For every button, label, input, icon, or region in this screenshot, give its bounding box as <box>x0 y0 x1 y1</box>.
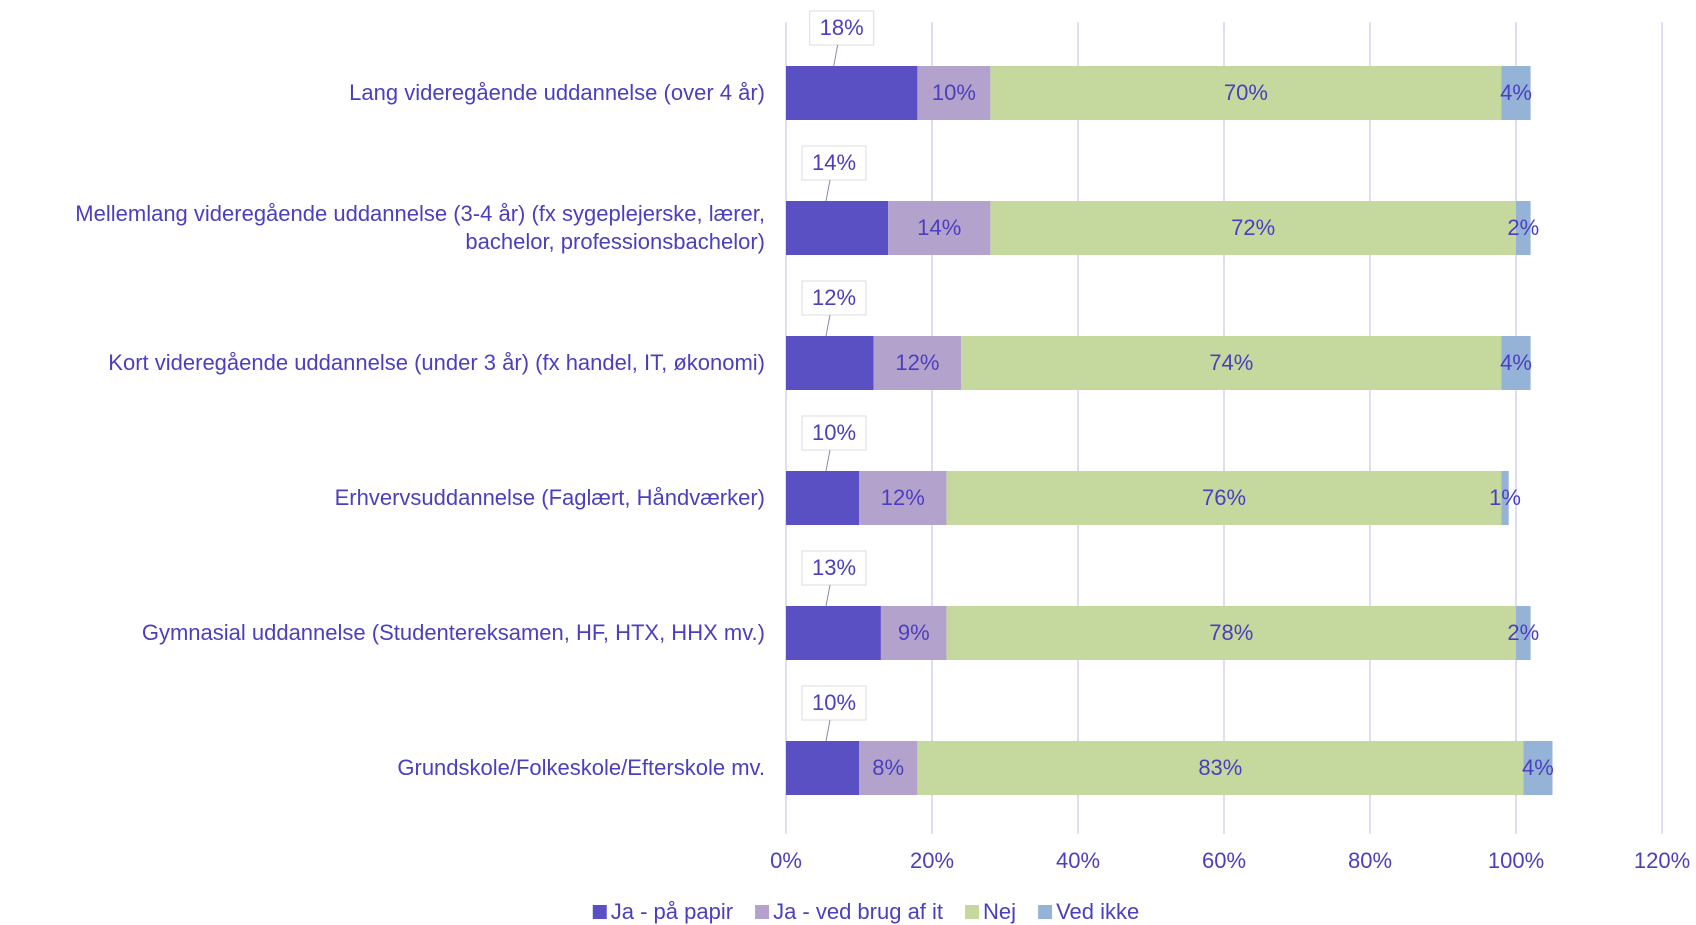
bar-segment <box>1501 471 1509 525</box>
x-tick-label: 0% <box>770 848 802 873</box>
data-label: 12% <box>895 350 939 375</box>
data-label: 1% <box>1489 485 1521 510</box>
callout: 13% <box>801 550 867 607</box>
legend-swatch <box>592 905 607 919</box>
data-label: 76% <box>1202 485 1246 510</box>
legend-swatch <box>1038 905 1053 919</box>
bar-segment <box>786 741 859 795</box>
data-label: 10% <box>812 420 856 445</box>
data-label: 8% <box>872 755 904 780</box>
data-label: 12% <box>881 485 925 510</box>
legend-label: Nej <box>983 899 1016 924</box>
data-label: 10% <box>812 690 856 715</box>
data-label: 18% <box>820 15 864 40</box>
bar-segment <box>1501 66 1531 120</box>
bar-segment <box>990 66 1502 120</box>
data-label: 4% <box>1500 350 1532 375</box>
bar-segment <box>888 201 991 255</box>
legend-label: Ja - ved brug af it <box>773 899 943 924</box>
bar-segment <box>880 606 947 660</box>
callout-box <box>801 550 867 586</box>
data-label: 78% <box>1209 620 1253 645</box>
legend-label: Ved ikke <box>1056 899 1139 924</box>
data-label: 14% <box>812 150 856 175</box>
x-tick-label: 120% <box>1634 848 1690 873</box>
x-tick-label: 40% <box>1056 848 1100 873</box>
x-tick-label: 80% <box>1348 848 1392 873</box>
bar-segment <box>917 66 991 120</box>
bar-segment <box>786 66 918 120</box>
bar-segment <box>786 336 874 390</box>
callout-box <box>801 145 867 181</box>
category-label: Grundskole/Folkeskole/Efterskole mv. <box>397 755 765 780</box>
leader-line <box>825 584 831 607</box>
bar-segment <box>1523 741 1553 795</box>
data-label: 2% <box>1507 620 1539 645</box>
callout-box <box>801 685 867 721</box>
bar-segment <box>859 471 947 525</box>
bar-segment <box>859 741 918 795</box>
data-label: 4% <box>1522 755 1554 780</box>
x-tick-label: 60% <box>1202 848 1246 873</box>
bar-segment <box>917 741 1524 795</box>
data-label: 9% <box>898 620 930 645</box>
callout: 18% <box>809 10 875 67</box>
leader-line <box>825 449 831 472</box>
callout: 14% <box>801 145 867 202</box>
bar-segment <box>961 336 1502 390</box>
callout: 12% <box>801 280 867 337</box>
data-label: 4% <box>1500 80 1532 105</box>
data-label: 10% <box>932 80 976 105</box>
data-label: 13% <box>812 555 856 580</box>
x-tick-label: 20% <box>910 848 954 873</box>
bar-segment <box>873 336 962 390</box>
callout-box <box>809 10 875 46</box>
category-label: Lang videregående uddannelse (over 4 år) <box>349 80 765 105</box>
bar-segment <box>786 471 859 525</box>
callout-box <box>801 280 867 316</box>
leader-line <box>833 44 839 67</box>
bar-segment <box>1516 201 1531 255</box>
callout: 10% <box>801 685 867 742</box>
callout: 10% <box>801 415 867 472</box>
callout-box <box>801 415 867 451</box>
bar-segment <box>1501 336 1531 390</box>
x-tick-label: 100% <box>1488 848 1544 873</box>
category-label: Erhvervsuddannelse (Faglært, Håndværker) <box>334 485 765 510</box>
legend-label: Ja - på papir <box>611 899 733 924</box>
leader-line <box>825 314 831 337</box>
bar-segment <box>946 471 1502 525</box>
category-label: Mellemlang videregående uddannelse (3-4 … <box>75 201 765 254</box>
data-label: 12% <box>812 285 856 310</box>
data-label: 72% <box>1231 215 1275 240</box>
data-label: 70% <box>1224 80 1268 105</box>
bar-segment <box>786 606 881 660</box>
data-label: 83% <box>1198 755 1242 780</box>
bar-segment <box>946 606 1516 660</box>
data-label: 2% <box>1507 215 1539 240</box>
bar-segment <box>1516 606 1531 660</box>
data-label: 14% <box>917 215 961 240</box>
data-label: 74% <box>1209 350 1253 375</box>
category-label: Gymnasial uddannelse (Studentereksamen, … <box>141 620 765 645</box>
leader-line <box>825 179 831 202</box>
leader-line <box>825 719 831 742</box>
bar-segment <box>786 201 889 255</box>
legend-swatch <box>755 905 770 919</box>
bar-segment <box>990 201 1516 255</box>
legend-swatch <box>965 905 980 919</box>
category-label: Kort videregående uddannelse (under 3 år… <box>108 350 765 375</box>
